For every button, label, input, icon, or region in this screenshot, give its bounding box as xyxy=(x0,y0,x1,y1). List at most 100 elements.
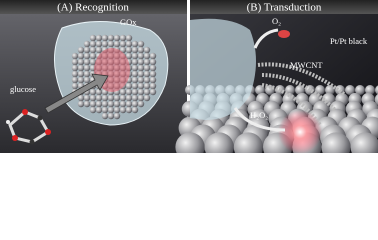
sphere xyxy=(71,52,79,60)
sphere xyxy=(71,70,79,78)
sphere xyxy=(365,85,375,95)
sphere xyxy=(95,34,103,42)
sphere xyxy=(143,58,151,66)
sphere xyxy=(83,94,91,102)
sphere xyxy=(255,85,265,95)
label: MWCNT xyxy=(290,60,323,70)
sphere xyxy=(83,52,91,60)
sphere xyxy=(374,93,378,106)
sphere xyxy=(71,64,79,72)
sphere xyxy=(107,112,115,120)
sphere xyxy=(77,46,85,54)
sphere xyxy=(119,40,127,48)
sphere xyxy=(125,88,133,96)
sphere xyxy=(137,46,145,54)
sphere xyxy=(83,40,91,48)
sphere xyxy=(125,106,133,114)
sphere xyxy=(101,100,109,108)
sphere xyxy=(83,70,91,78)
sphere xyxy=(137,100,145,108)
sphere xyxy=(143,94,151,102)
sphere xyxy=(107,34,115,42)
o2-molecule xyxy=(278,30,290,38)
sphere xyxy=(149,76,157,84)
sphere xyxy=(107,94,115,102)
sphere xyxy=(113,100,121,108)
page: (A) Recognition GOx glucose (B) Transduc… xyxy=(0,0,378,153)
sphere xyxy=(355,85,365,95)
sphere xyxy=(143,76,151,84)
sphere xyxy=(95,106,103,114)
sphere xyxy=(125,46,133,54)
sphere xyxy=(107,106,115,114)
sphere xyxy=(77,76,85,84)
sphere xyxy=(233,132,263,153)
sphere xyxy=(71,82,79,90)
sphere xyxy=(125,52,133,60)
label: H₂O₂ xyxy=(250,110,268,120)
sphere xyxy=(107,40,115,48)
sphere xyxy=(113,94,121,102)
figure: (A) Recognition GOx glucose (B) Transduc… xyxy=(0,0,378,153)
label: GOx xyxy=(120,17,137,27)
sphere xyxy=(89,58,97,66)
sphere xyxy=(95,40,103,48)
sphere xyxy=(149,58,157,66)
sphere xyxy=(119,100,127,108)
sphere xyxy=(125,94,133,102)
sphere xyxy=(107,100,115,108)
sphere xyxy=(285,85,295,95)
sphere xyxy=(77,64,85,72)
sphere xyxy=(137,58,145,66)
sphere xyxy=(89,94,97,102)
sphere xyxy=(89,34,97,42)
sphere xyxy=(113,106,121,114)
sphere xyxy=(77,58,85,66)
sphere xyxy=(119,106,127,114)
sphere xyxy=(83,46,91,54)
sphere xyxy=(149,64,157,72)
sphere xyxy=(137,40,145,48)
sphere xyxy=(137,52,145,60)
panel-title: (B) Transduction xyxy=(247,2,322,14)
sphere xyxy=(137,76,145,84)
sphere xyxy=(89,46,97,54)
sphere xyxy=(83,64,91,72)
sphere xyxy=(95,88,103,96)
sphere xyxy=(89,88,97,96)
sphere xyxy=(89,106,97,114)
sphere xyxy=(83,76,91,84)
sphere xyxy=(125,40,133,48)
arrow xyxy=(233,107,286,132)
sphere xyxy=(143,70,151,78)
sphere xyxy=(143,88,151,96)
sphere xyxy=(137,82,145,90)
panel-title: (A) Recognition xyxy=(57,2,129,14)
sphere xyxy=(83,100,91,108)
sphere xyxy=(321,132,351,153)
sphere xyxy=(143,64,151,72)
sphere xyxy=(95,94,103,102)
sphere xyxy=(131,100,139,108)
sphere xyxy=(71,58,79,66)
sphere xyxy=(131,94,139,102)
sphere xyxy=(119,94,127,102)
sphere xyxy=(125,34,133,42)
sphere xyxy=(131,82,139,90)
sphere xyxy=(143,46,151,54)
sphere xyxy=(95,100,103,108)
sphere xyxy=(325,85,335,95)
sphere xyxy=(149,70,157,78)
sphere xyxy=(77,94,85,102)
label: glucose xyxy=(10,84,36,94)
sphere xyxy=(113,40,121,48)
sphere xyxy=(125,100,133,108)
sphere xyxy=(137,88,145,96)
sphere xyxy=(131,76,139,84)
label: Pt/Pt black xyxy=(330,36,368,46)
arrow xyxy=(253,28,279,49)
sphere xyxy=(131,40,139,48)
sphere xyxy=(149,88,157,96)
sphere xyxy=(89,40,97,48)
sphere xyxy=(89,52,97,60)
